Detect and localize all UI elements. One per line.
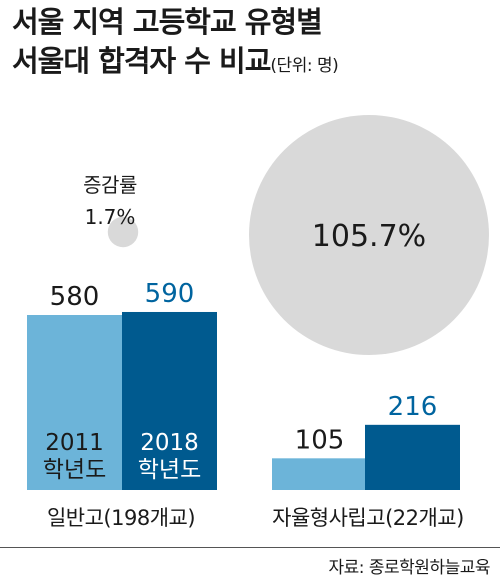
chart-canvas: 증감률1.7%105.7%5801052011학년도5902162018학년도일… [27, 115, 489, 530]
bar-1-0 [272, 458, 367, 490]
increase-rate-label: 증감률 [83, 173, 137, 197]
series-label-year-0: 2011 [45, 430, 104, 456]
series-label-year-1: 2018 [140, 430, 199, 456]
source-note: 자료: 종로학원하늘교육 [328, 558, 490, 578]
increase-rate-value-0: 1.7% [85, 205, 136, 229]
data-label-1-0: 105 [295, 425, 345, 455]
data-label-0-1: 590 [145, 279, 195, 309]
footer-divider [0, 547, 500, 548]
bar-0-0 [27, 315, 122, 490]
increase-rate-circle-0 [107, 216, 139, 248]
series-label-suffix-0: 학년도 [43, 457, 106, 483]
data-label-0-0: 580 [50, 282, 100, 312]
increase-rate-value-1: 105.7% [312, 219, 426, 254]
bar-1-1 [365, 424, 460, 490]
unit-label: (단위: 명) [270, 56, 339, 76]
chart-title-line2: 서울대 합격자 수 비교(단위: 명) [12, 44, 339, 78]
chart-title-line1: 서울 지역 고등학교 유형별 [12, 5, 323, 39]
data-label-1-1: 216 [388, 392, 438, 422]
series-label-suffix-1: 학년도 [138, 457, 201, 483]
increase-rate-circle-1 [249, 115, 489, 355]
bar-0-1 [122, 311, 217, 490]
category-label-1: 자율형사립고(22개교) [272, 506, 464, 530]
chart-title-text: 서울대 합격자 수 비교 [12, 44, 271, 78]
category-label-0: 일반고(198개교) [47, 506, 195, 530]
